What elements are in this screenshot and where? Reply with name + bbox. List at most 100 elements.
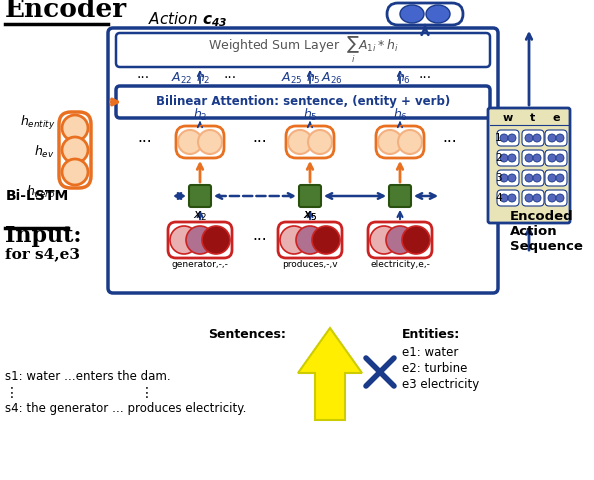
Text: electricity,e,-: electricity,e,-	[370, 260, 430, 269]
Circle shape	[508, 154, 516, 162]
Text: $h_{ev}$: $h_{ev}$	[34, 144, 55, 160]
FancyBboxPatch shape	[299, 185, 321, 207]
Text: ···: ···	[443, 134, 457, 149]
Text: $h_5$: $h_5$	[306, 70, 320, 86]
Ellipse shape	[202, 226, 230, 254]
Text: 1: 1	[495, 133, 501, 143]
FancyBboxPatch shape	[278, 222, 342, 258]
Text: $x_5$: $x_5$	[303, 210, 317, 223]
Text: $A_{22}$: $A_{22}$	[171, 71, 192, 85]
FancyBboxPatch shape	[545, 130, 567, 146]
FancyBboxPatch shape	[497, 150, 519, 166]
Text: ···: ···	[137, 71, 150, 85]
FancyBboxPatch shape	[497, 190, 519, 206]
Text: e1: water: e1: water	[402, 346, 459, 359]
Circle shape	[533, 174, 541, 182]
FancyBboxPatch shape	[497, 130, 519, 146]
Text: $h_6$: $h_6$	[396, 70, 410, 86]
Circle shape	[533, 134, 541, 142]
Text: $h_{entity}$: $h_{entity}$	[20, 114, 55, 132]
Circle shape	[548, 194, 556, 202]
Ellipse shape	[402, 226, 430, 254]
Ellipse shape	[370, 226, 398, 254]
Ellipse shape	[308, 130, 332, 154]
Ellipse shape	[178, 130, 202, 154]
Text: 4: 4	[495, 193, 501, 203]
Ellipse shape	[400, 5, 424, 23]
Ellipse shape	[386, 226, 414, 254]
FancyBboxPatch shape	[497, 170, 519, 186]
Text: 2: 2	[495, 153, 501, 163]
Text: s4: the generator … produces electricity.: s4: the generator … produces electricity…	[5, 402, 247, 415]
Text: for s4,e3: for s4,e3	[5, 247, 80, 261]
Text: $h_2$: $h_2$	[196, 70, 210, 86]
Text: $A_{25}$: $A_{25}$	[281, 71, 303, 85]
Text: $h_2$: $h_2$	[192, 107, 207, 123]
Ellipse shape	[170, 226, 198, 254]
FancyBboxPatch shape	[522, 150, 544, 166]
FancyBboxPatch shape	[116, 33, 490, 67]
Ellipse shape	[288, 130, 312, 154]
Text: $x_2$: $x_2$	[193, 210, 207, 223]
Text: Input:: Input:	[5, 225, 81, 247]
FancyBboxPatch shape	[168, 222, 232, 258]
Text: 3: 3	[495, 173, 501, 183]
FancyBboxPatch shape	[488, 108, 570, 223]
Circle shape	[533, 154, 541, 162]
Text: t: t	[530, 113, 536, 123]
Text: Entities:: Entities:	[402, 328, 460, 341]
Text: e: e	[552, 113, 560, 123]
Text: ···: ···	[252, 134, 267, 149]
Text: $h_5$: $h_5$	[302, 107, 317, 123]
Text: e3 electricity: e3 electricity	[402, 378, 479, 391]
Text: Encoded
Action
Sequence: Encoded Action Sequence	[510, 210, 583, 253]
Circle shape	[548, 174, 556, 182]
FancyBboxPatch shape	[368, 222, 432, 258]
Text: w: w	[503, 113, 513, 123]
Text: ⋮: ⋮	[140, 386, 154, 400]
FancyBboxPatch shape	[116, 86, 490, 118]
Circle shape	[62, 159, 88, 185]
Circle shape	[548, 154, 556, 162]
Circle shape	[525, 194, 533, 202]
Circle shape	[556, 194, 564, 202]
Text: $h_6$: $h_6$	[393, 107, 407, 123]
Text: e2: turbine: e2: turbine	[402, 362, 467, 375]
FancyBboxPatch shape	[545, 170, 567, 186]
Ellipse shape	[296, 226, 324, 254]
Ellipse shape	[186, 226, 214, 254]
Text: Encoder: Encoder	[5, 0, 127, 22]
Circle shape	[525, 174, 533, 182]
Text: produces,-,v: produces,-,v	[282, 260, 338, 269]
Ellipse shape	[426, 5, 450, 23]
FancyBboxPatch shape	[522, 130, 544, 146]
Circle shape	[508, 134, 516, 142]
Circle shape	[525, 134, 533, 142]
Circle shape	[500, 134, 508, 142]
Polygon shape	[298, 328, 362, 420]
Text: $h_{verb}$: $h_{verb}$	[26, 184, 55, 200]
Text: ···: ···	[252, 232, 267, 248]
FancyBboxPatch shape	[108, 28, 498, 293]
Text: generator,-,-: generator,-,-	[172, 260, 229, 269]
Ellipse shape	[378, 130, 402, 154]
Text: Sentences:: Sentences:	[208, 328, 286, 341]
Text: $x_5$: $x_5$	[303, 210, 317, 223]
FancyBboxPatch shape	[522, 190, 544, 206]
Text: ···: ···	[418, 71, 432, 85]
FancyBboxPatch shape	[387, 3, 463, 25]
Circle shape	[500, 194, 508, 202]
Text: Bi-LSTM: Bi-LSTM	[6, 189, 69, 203]
Circle shape	[525, 154, 533, 162]
Text: ···: ···	[138, 134, 152, 149]
Circle shape	[556, 174, 564, 182]
Text: Bilinear Attention: sentence, (entity + verb): Bilinear Attention: sentence, (entity + …	[156, 96, 450, 108]
Circle shape	[508, 194, 516, 202]
Circle shape	[500, 154, 508, 162]
FancyBboxPatch shape	[189, 185, 211, 207]
Text: $A_{26}$: $A_{26}$	[321, 71, 343, 85]
Ellipse shape	[198, 130, 222, 154]
FancyBboxPatch shape	[389, 185, 411, 207]
Circle shape	[62, 137, 88, 163]
Text: s1: water …enters the dam.: s1: water …enters the dam.	[5, 370, 170, 383]
